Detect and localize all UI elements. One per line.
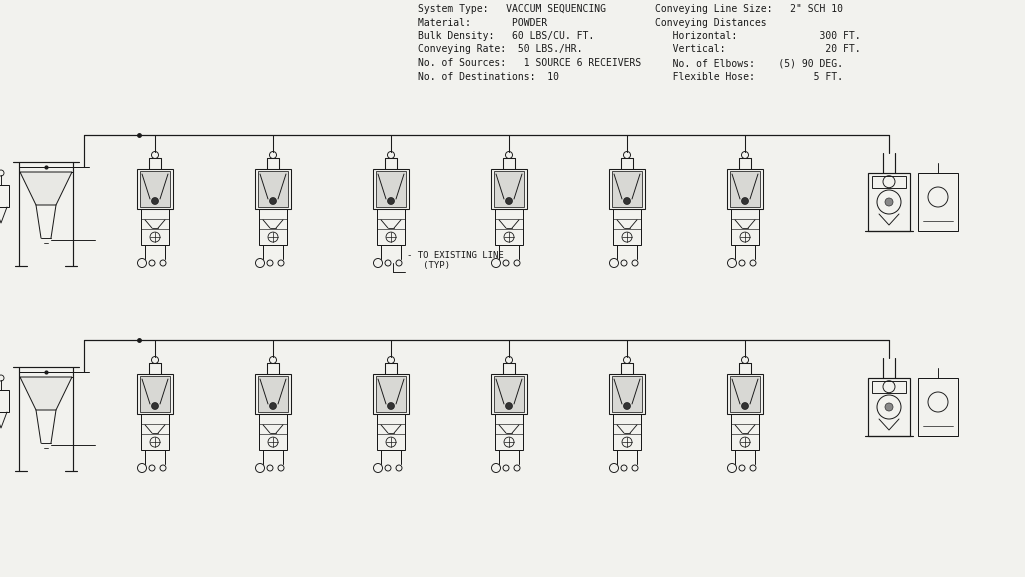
Circle shape xyxy=(152,403,159,410)
Bar xyxy=(376,171,406,207)
Bar xyxy=(137,169,173,209)
Text: Conveying Line Size:   2" SCH 10: Conveying Line Size: 2" SCH 10 xyxy=(655,4,843,14)
Bar xyxy=(258,376,288,412)
Bar xyxy=(609,169,645,209)
Bar xyxy=(141,414,169,450)
Bar xyxy=(259,414,287,450)
Bar xyxy=(258,171,288,207)
Text: System Type:   VACCUM SEQUENCING: System Type: VACCUM SEQUENCING xyxy=(418,4,606,14)
Bar xyxy=(0,390,9,412)
Bar xyxy=(918,173,958,231)
Bar xyxy=(730,171,760,207)
Bar xyxy=(613,414,641,450)
Bar xyxy=(373,169,409,209)
Circle shape xyxy=(152,197,159,204)
Text: Horizontal:              300 FT.: Horizontal: 300 FT. xyxy=(655,31,861,41)
Circle shape xyxy=(885,403,893,411)
Bar xyxy=(868,173,910,231)
Bar xyxy=(259,209,287,245)
Circle shape xyxy=(741,197,748,204)
Bar xyxy=(872,381,906,392)
Bar xyxy=(140,171,170,207)
Text: Flexible Hose:          5 FT.: Flexible Hose: 5 FT. xyxy=(655,72,843,81)
Bar xyxy=(918,378,958,436)
Bar xyxy=(872,176,906,188)
Bar xyxy=(491,169,527,209)
Bar xyxy=(727,169,763,209)
Bar xyxy=(491,374,527,414)
Bar xyxy=(255,169,291,209)
Bar xyxy=(612,376,642,412)
Bar xyxy=(731,209,758,245)
Text: Conveying Distances: Conveying Distances xyxy=(655,17,767,28)
Text: Vertical:                 20 FT.: Vertical: 20 FT. xyxy=(655,44,861,54)
Bar xyxy=(613,209,641,245)
Text: No. of Sources:   1 SOURCE 6 RECEIVERS: No. of Sources: 1 SOURCE 6 RECEIVERS xyxy=(418,58,642,68)
Bar xyxy=(730,376,760,412)
Bar xyxy=(140,376,170,412)
Circle shape xyxy=(270,197,277,204)
Bar xyxy=(0,185,9,207)
Circle shape xyxy=(387,197,395,204)
Bar xyxy=(495,209,523,245)
Bar xyxy=(137,374,173,414)
Circle shape xyxy=(505,197,512,204)
Text: - TO EXISTING LINE
   (TYP): - TO EXISTING LINE (TYP) xyxy=(407,250,503,270)
Circle shape xyxy=(623,197,630,204)
Circle shape xyxy=(505,403,512,410)
Bar xyxy=(494,376,524,412)
Bar xyxy=(868,378,910,436)
Bar xyxy=(255,374,291,414)
Circle shape xyxy=(623,403,630,410)
Circle shape xyxy=(885,198,893,206)
Polygon shape xyxy=(20,172,72,205)
Text: Material:       POWDER: Material: POWDER xyxy=(418,17,547,28)
Bar xyxy=(612,171,642,207)
Bar xyxy=(727,374,763,414)
Polygon shape xyxy=(20,377,72,410)
Bar xyxy=(377,414,405,450)
Circle shape xyxy=(270,403,277,410)
Text: Bulk Density:   60 LBS/CU. FT.: Bulk Density: 60 LBS/CU. FT. xyxy=(418,31,594,41)
Text: No. of Elbows:    (5) 90 DEG.: No. of Elbows: (5) 90 DEG. xyxy=(655,58,843,68)
Bar xyxy=(373,374,409,414)
Text: Conveying Rate:  50 LBS./HR.: Conveying Rate: 50 LBS./HR. xyxy=(418,44,582,54)
Bar xyxy=(731,414,758,450)
Circle shape xyxy=(741,403,748,410)
Circle shape xyxy=(387,403,395,410)
Bar xyxy=(376,376,406,412)
Bar xyxy=(609,374,645,414)
Bar xyxy=(377,209,405,245)
Text: No. of Destinations:  10: No. of Destinations: 10 xyxy=(418,72,559,81)
Bar xyxy=(141,209,169,245)
Bar xyxy=(495,414,523,450)
Bar xyxy=(494,171,524,207)
